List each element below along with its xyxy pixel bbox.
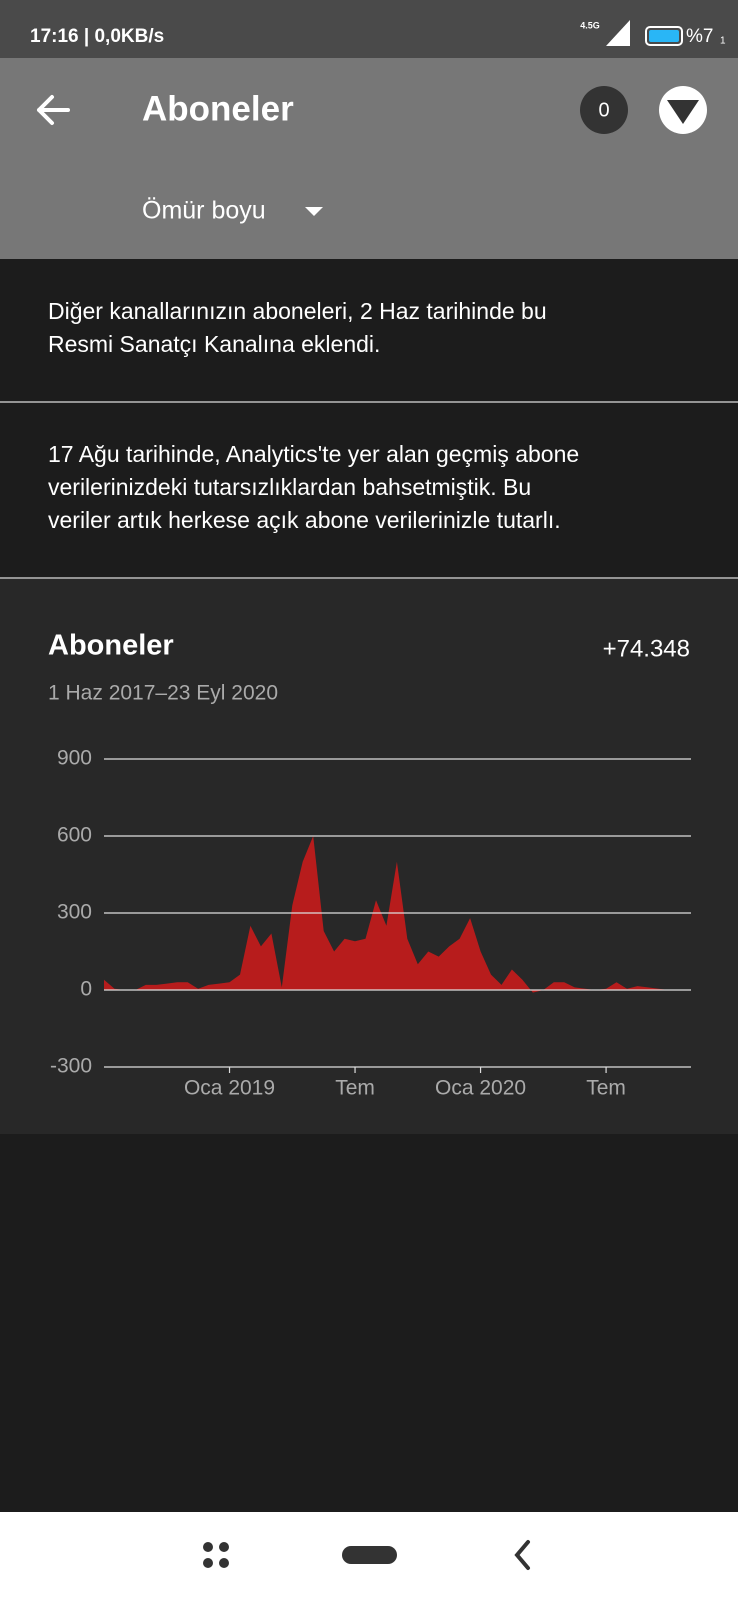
- notice-text: 17 Ağu tarihinde, Analytics'te yer alan …: [48, 441, 579, 467]
- y-tick-label: 600: [57, 824, 92, 847]
- nav-back-button[interactable]: [514, 1540, 530, 1570]
- chart-title: Aboneler: [48, 630, 174, 662]
- chart-card: [0, 579, 738, 1134]
- sim-index: 1: [720, 36, 726, 47]
- dot[interactable]: [203, 1542, 213, 1552]
- plot: -300 0 300 600 900 Oca 2019 Tem Oca 2020 Tem: [50, 747, 691, 1100]
- filter-dropdown-icon[interactable]: [305, 207, 323, 216]
- signal-icon: [606, 20, 630, 46]
- status-bar: [0, 0, 738, 58]
- notification-badge[interactable]: [580, 86, 628, 134]
- notice-text: Diğer kanallarınızın aboneleri, 2 Haz ta…: [48, 298, 547, 324]
- notice-text: veriler artık herkese açık abone veriler…: [48, 507, 561, 533]
- home-button[interactable]: [342, 1546, 397, 1564]
- y-tick-label: 300: [57, 901, 92, 924]
- y-tick-label: 900: [57, 747, 92, 770]
- y-tick-label: -300: [50, 1055, 92, 1078]
- network-type: 4.5G: [580, 20, 600, 30]
- y-tick-label: 0: [80, 978, 92, 1001]
- avatar-image[interactable]: [667, 100, 699, 124]
- back-button[interactable]: [37, 95, 70, 125]
- header-title: Aboneler: [142, 89, 294, 128]
- x-tick-label: Oca 2020: [435, 1077, 526, 1100]
- battery-text: %7: [686, 26, 713, 47]
- x-tick-label: Oca 2019: [184, 1077, 275, 1100]
- battery-icon: [645, 26, 683, 46]
- notice-text: verilerinizdeki tutarsızlıklardan bahset…: [48, 474, 531, 500]
- dot[interactable]: [219, 1558, 229, 1568]
- back-arrow[interactable]: [37, 95, 70, 125]
- battery-level: [649, 30, 679, 42]
- chart-subtitle: 1 Haz 2017–23 Eyl 2020: [48, 682, 278, 705]
- notices: Diğer kanallarınızın aboneleri, 2 Haz ta…: [48, 298, 579, 533]
- dot[interactable]: [203, 1558, 213, 1568]
- x-tick-label: Tem: [586, 1077, 626, 1100]
- status-time: 17:16 | 0,0KB/s: [30, 26, 164, 47]
- app-header: [0, 58, 738, 259]
- filter-label[interactable]: Ömür boyu: [142, 197, 266, 225]
- area: [104, 836, 669, 993]
- notice-text: Resmi Sanatçı Kanalına eklendi.: [48, 331, 380, 357]
- menu-button[interactable]: [203, 1542, 229, 1568]
- x-tick-label: Tem: [335, 1077, 375, 1100]
- chart-total: +74.348: [603, 635, 690, 662]
- notification-count[interactable]: 0: [598, 99, 609, 121]
- dot[interactable]: [219, 1542, 229, 1552]
